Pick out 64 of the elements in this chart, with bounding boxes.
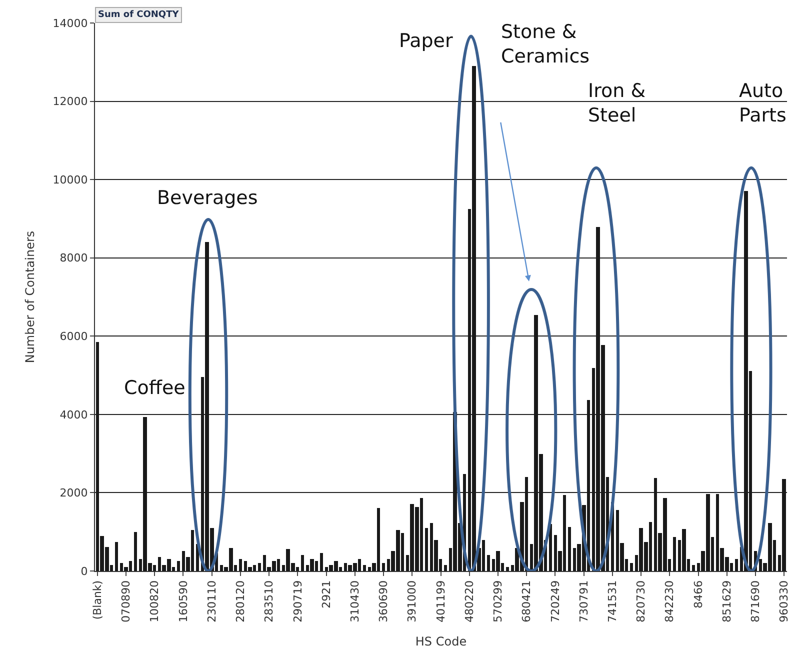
x-tick-label: 230110 <box>205 580 218 622</box>
y-tick-label: 8000 <box>60 252 88 265</box>
x-tick-label: 680421 <box>520 580 534 622</box>
bar <box>549 524 552 571</box>
bar <box>320 553 323 571</box>
x-tick-label: 160590 <box>176 580 190 622</box>
x-tick-label: 960330 <box>778 580 791 622</box>
bar <box>496 551 500 571</box>
bar <box>506 567 509 571</box>
y-tick-label: 0 <box>80 564 88 578</box>
x-tick-label: 070890 <box>120 580 133 622</box>
x-tick-label: (Blank) <box>90 580 104 620</box>
bar <box>115 542 118 571</box>
bar <box>177 561 180 571</box>
bar <box>239 559 242 571</box>
y-tick-label: 6000 <box>60 330 88 343</box>
annotation: Auto Parts <box>739 80 786 127</box>
bar <box>568 527 571 571</box>
x-tick-label: 741531 <box>606 580 620 622</box>
y-axis-title: Number of Containers <box>23 230 38 364</box>
x-tick-label: 2921 <box>320 580 333 608</box>
bar <box>630 563 633 571</box>
annotation: Stone & Ceramics <box>501 21 590 68</box>
bar <box>425 528 428 571</box>
x-tick-label: 842230 <box>663 580 676 622</box>
y-tick-label: 4000 <box>60 408 88 422</box>
bar <box>258 563 261 571</box>
y-tick-label: 14000 <box>52 16 88 30</box>
bar <box>310 559 314 571</box>
annotation: Beverages <box>157 187 258 209</box>
x-tick-label: 310430 <box>348 580 362 622</box>
bar <box>692 565 695 571</box>
bar <box>301 555 304 571</box>
bar <box>444 565 447 571</box>
x-tick-label: 8466 <box>692 580 705 608</box>
y-tick-label: 10000 <box>52 173 88 186</box>
bar <box>134 532 137 571</box>
x-tick-label: 360690 <box>377 580 390 622</box>
text: Sum of CONQTY <box>98 10 180 20</box>
x-tick-label: 391000 <box>406 580 419 622</box>
bar <box>487 555 490 571</box>
bar <box>363 565 366 571</box>
annotation: Paper <box>399 30 453 52</box>
x-tick-label: 100820 <box>148 580 162 622</box>
x-tick-label: 851629 <box>720 580 734 622</box>
bar <box>673 537 676 571</box>
y-tick-label: 2000 <box>60 486 88 500</box>
annotation: Coffee <box>124 377 186 399</box>
x-tick-label: 480220 <box>462 580 476 622</box>
x-tick-label: 290719 <box>291 580 304 622</box>
x-axis-title: HS Code <box>415 634 467 648</box>
y-tick-label: 12000 <box>52 95 88 108</box>
annotation: Iron & Steel <box>588 80 646 127</box>
x-tick-label: 871690 <box>749 580 762 622</box>
x-tick-label: 570299 <box>492 580 505 622</box>
bar <box>735 559 738 571</box>
bar <box>382 563 385 571</box>
x-tick-label: 401199 <box>434 580 448 622</box>
x-tick-label: 730791 <box>577 580 590 622</box>
bar <box>682 529 686 571</box>
x-tick-label: 720249 <box>548 580 562 622</box>
x-tick-label: 280120 <box>234 580 248 622</box>
x-tick-label: 283510 <box>262 580 276 622</box>
x-tick-label: 820730 <box>634 580 648 622</box>
